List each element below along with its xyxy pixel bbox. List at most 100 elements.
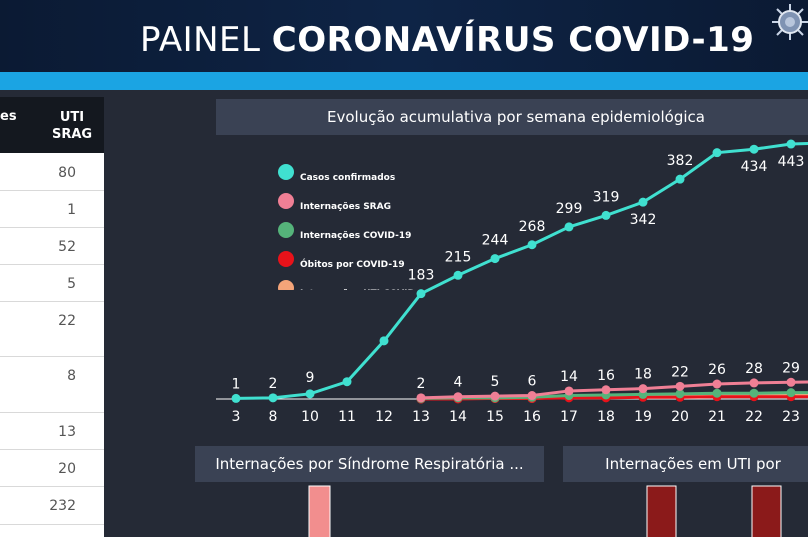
- table-cell-value: 232: [49, 498, 76, 514]
- data-point: [527, 391, 537, 401]
- series-line-1: [420, 380, 808, 400]
- header: PAINEL CORONAVÍRUS COVID-19: [0, 0, 808, 72]
- data-point: [601, 210, 611, 220]
- legend-label: Internações COVID-19: [300, 231, 411, 241]
- data-point: [786, 377, 796, 387]
- srag-panel-title: Internações por Síndrome Respiratória ..…: [195, 446, 544, 482]
- table-cell-value: 20: [58, 461, 76, 477]
- data-label-srag: 5: [491, 374, 500, 390]
- uti-bar: [751, 485, 782, 537]
- column-header-partial: es: [0, 109, 17, 124]
- data-label-srag: 14: [560, 369, 578, 385]
- data-label-casos: 434: [741, 159, 768, 175]
- data-label-srag: 18: [634, 367, 652, 383]
- table-row: 13: [0, 412, 104, 450]
- uti-bar: [646, 485, 677, 537]
- data-label-casos: 215: [445, 249, 472, 265]
- table-row: 80: [0, 153, 104, 191]
- table-cell-value: 1: [67, 202, 76, 218]
- data-label-casos: 9: [306, 370, 315, 386]
- legend-marker: [278, 222, 294, 238]
- data-label-srag: 16: [597, 368, 615, 384]
- table-row: 20: [0, 449, 104, 487]
- data-point: [453, 392, 463, 402]
- data-label-srag: 22: [671, 364, 689, 380]
- dashboard-title: PAINEL CORONAVÍRUS COVID-19: [140, 20, 754, 60]
- data-point: [379, 336, 389, 346]
- x-tick-label: 8: [269, 409, 278, 425]
- table-row: 5: [0, 264, 104, 302]
- data-point: [231, 393, 241, 403]
- x-tick-label: 3: [232, 409, 241, 425]
- data-table: es UTI SRAG 80 1 52 5 22 8 13 20 232: [0, 97, 104, 537]
- legend-marker: [278, 164, 294, 180]
- legend-marker: [278, 280, 294, 290]
- data-label-casos: 244: [482, 233, 509, 249]
- x-tick-label: 15: [486, 409, 504, 425]
- x-tick-label: 23: [782, 409, 800, 425]
- data-point: [675, 389, 685, 399]
- data-point: [749, 144, 759, 154]
- legend-label: Internações SRAG: [300, 202, 391, 212]
- column-header-uti-srag: UTI SRAG: [52, 110, 93, 142]
- data-point: [416, 289, 426, 299]
- x-tick-label: 10: [301, 409, 319, 425]
- data-point: [453, 270, 463, 280]
- data-point: [564, 386, 574, 396]
- uti-panel-title: Internações em UTI por: [563, 446, 808, 482]
- data-point: [342, 377, 352, 387]
- data-point: [638, 384, 648, 394]
- table-cell-value: 13: [58, 424, 76, 440]
- legend-label: Internações UTI COVID: [300, 289, 415, 299]
- title-bold: CORONAVÍRUS COVID-19: [271, 20, 755, 60]
- table-row: 52: [0, 227, 104, 265]
- data-label-casos: 1: [232, 376, 241, 392]
- data-label-srag: 6: [528, 374, 537, 390]
- data-label-casos: 268: [519, 219, 546, 235]
- data-point: [786, 388, 796, 398]
- x-tick-label: 14: [449, 409, 467, 425]
- data-point: [675, 174, 685, 184]
- table-row: 232: [0, 486, 104, 525]
- data-point: [712, 148, 722, 158]
- data-label-casos: 183: [408, 268, 435, 284]
- data-label-srag: 28: [745, 361, 763, 377]
- data-point: [564, 222, 574, 232]
- data-label-casos: 2: [269, 376, 278, 392]
- x-tick-label: 21: [708, 409, 726, 425]
- data-label-srag: 29: [782, 360, 800, 376]
- x-tick-label: 12: [375, 409, 393, 425]
- data-point: [786, 139, 796, 149]
- x-tick-label: 20: [671, 409, 689, 425]
- table-row: 1: [0, 190, 104, 228]
- srag-bar: [308, 485, 331, 537]
- data-point: [712, 379, 722, 389]
- x-tick-label: 22: [745, 409, 763, 425]
- table-header: es UTI SRAG: [0, 97, 104, 153]
- data-label-casos: 342: [630, 212, 657, 228]
- data-point: [749, 388, 759, 398]
- data-point: [490, 391, 500, 401]
- x-tick-label: 11: [338, 409, 356, 425]
- data-label-srag: 4: [454, 375, 463, 391]
- data-label-srag: 2: [417, 376, 426, 392]
- chart-title: Evolução acumulativa por semana epidemio…: [216, 99, 808, 135]
- series-line-2: [420, 391, 808, 400]
- x-tick-label: 13: [412, 409, 430, 425]
- data-point: [712, 388, 722, 398]
- table-row: 8: [0, 356, 104, 413]
- virus-icon: [772, 4, 808, 40]
- data-point: [416, 393, 426, 403]
- data-label-srag: 26: [708, 362, 726, 378]
- legend-label: Casos confirmados: [300, 173, 395, 183]
- data-label-casos: 382: [667, 153, 694, 169]
- data-label-casos: 299: [556, 201, 583, 217]
- data-point: [527, 240, 537, 250]
- x-tick-label: 18: [597, 409, 615, 425]
- table-cell-value: 8: [67, 368, 76, 384]
- data-label-casos: 319: [593, 189, 620, 205]
- table-cell-value: 5: [67, 276, 76, 292]
- legend-label: Óbitos por COVID-19: [300, 258, 405, 270]
- data-point: [305, 389, 315, 399]
